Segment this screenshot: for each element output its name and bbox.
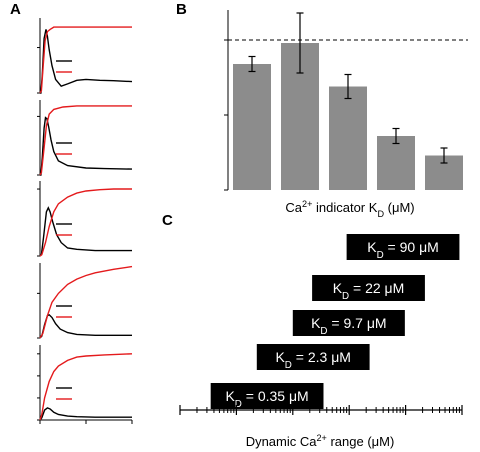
series-line-progesterone [39,206,132,257]
kd-value: 22 [365,280,381,296]
bar [329,86,367,190]
series-line-progesterone [39,407,132,421]
series-line-progesterone [40,116,133,176]
series-line-ionomycin [39,353,133,421]
x-axis-label: Ca2+ indicator KD (μM) [285,199,414,219]
dynamic-range-bar [210,383,324,409]
x-axis-label: Dynamic Ca2+ range (μM) [246,433,395,449]
kd-label: KD = 9.7 μM [311,315,386,337]
bar [377,136,415,190]
kd-label: KD = 90 μM [367,239,439,261]
series-line-progesterone [40,29,133,94]
panel-label-b: B [176,1,187,18]
bar [233,64,271,190]
series-line-ionomycin [39,105,132,176]
kd-value: 0.35 [258,388,285,404]
dynamic-range-bar [256,344,370,370]
kd-label: KD = 2.3 μM [275,349,350,371]
kd-label: KD = 0.35 μM [225,388,308,410]
kd-value: 90 [400,239,416,255]
series-line-progesterone [39,313,132,339]
panel-b-bar-chart: Ca2+ indicator KD (μM) [224,10,468,219]
panel-label-a: A [10,1,21,18]
panel-c-range-chart: KD = 90 μM KD = 22 μM KD = 9.7 μM KD = 2.3 … [179,234,463,449]
kd-label: KD = 22 μM [333,280,405,302]
kd-value: 2.3 [308,349,328,365]
panel-a-traces [37,18,133,424]
series-line-ionomycin [39,26,132,94]
dynamic-range-bar [312,275,425,301]
series-line-ionomycin [39,265,133,339]
series-line-ionomycin [39,188,132,257]
kd-value: 9.7 [343,315,363,331]
panel-label-c: C [162,212,173,229]
dynamic-range-bar [346,234,460,260]
dynamic-range-bar [292,310,405,336]
